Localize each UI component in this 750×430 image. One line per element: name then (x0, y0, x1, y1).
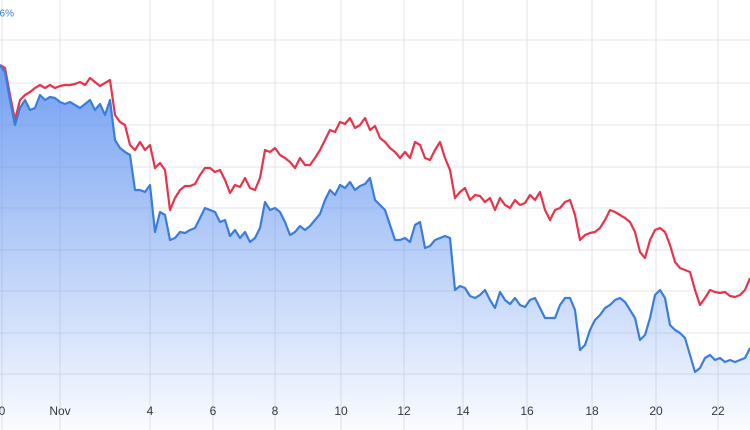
area (0, 65, 750, 430)
line (0, 64, 750, 307)
line (0, 64, 750, 374)
y-tick-label: 36% (0, 9, 14, 20)
